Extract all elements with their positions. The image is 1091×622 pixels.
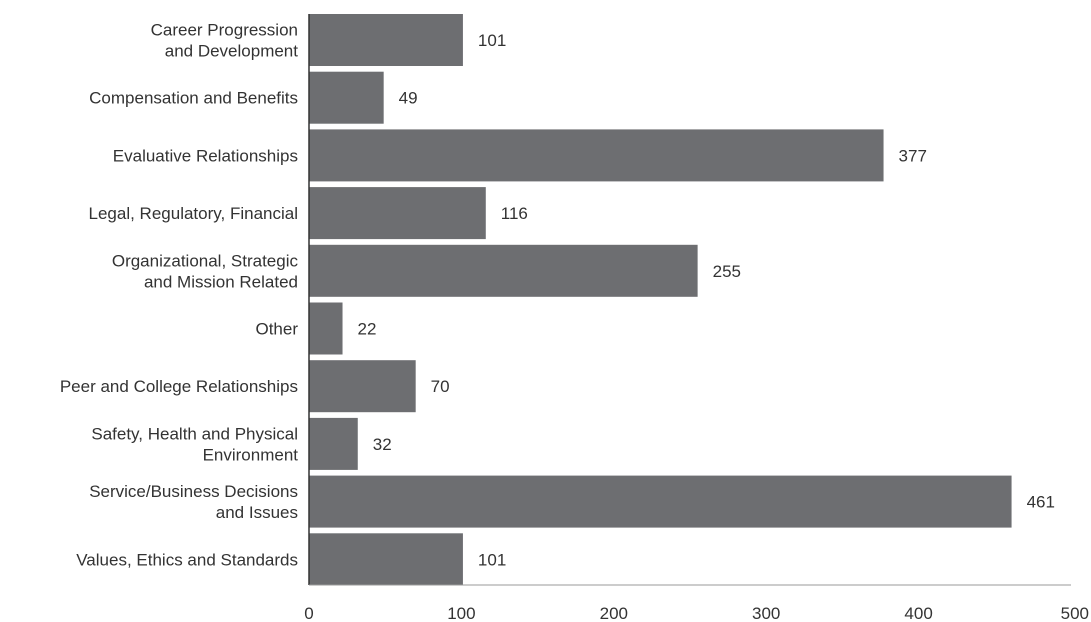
x-tick-label: 200 [600,604,628,622]
value-label: 255 [713,262,741,281]
category-label: Values, Ethics and Standards [76,550,298,569]
bar [309,533,463,586]
bar [309,244,698,297]
bar [309,187,486,240]
category-label: Safety, Health and Physical Environment [91,424,298,464]
bar [309,417,358,470]
x-tick-label: 300 [752,604,780,622]
value-label: 49 [399,89,418,108]
category-labels: Career Progression and Development Compens… [60,21,299,570]
category-label: Compensation and Benefits [89,89,298,108]
x-tick-label: 100 [447,604,475,622]
bars-group [309,14,1012,586]
value-label: 377 [899,146,927,165]
x-tick-label: 400 [904,604,932,622]
value-label: 32 [373,435,392,454]
value-label: 22 [358,320,377,339]
bar [309,14,463,66]
value-labels: 101 49 377 116 255 22 70 32 461 101 [358,31,1055,569]
category-label: Other [255,320,298,339]
value-label: 101 [478,550,506,569]
x-tick-label: 500 [1061,604,1089,622]
x-tick-label: 0 [304,604,313,622]
category-label: Service/Business Decisions and Issues [89,482,298,522]
category-label: Evaluative Relationships [113,146,298,165]
category-label: Organizational, Strategic and Mission Rel… [112,251,299,291]
bar [309,302,343,355]
bar [309,129,884,182]
category-label: Peer and College Relationships [60,377,298,396]
value-label: 70 [431,377,450,396]
value-label: 461 [1027,493,1055,512]
x-tick-labels: 0 100 200 300 400 500 [304,604,1089,622]
category-label: Career Progression and Development [151,21,299,61]
value-label: 101 [478,31,506,50]
value-label: 116 [501,204,528,223]
bar [309,475,1012,528]
bar [309,71,384,124]
bar [309,360,416,413]
category-label: Legal, Regulatory, Financial [89,204,298,223]
